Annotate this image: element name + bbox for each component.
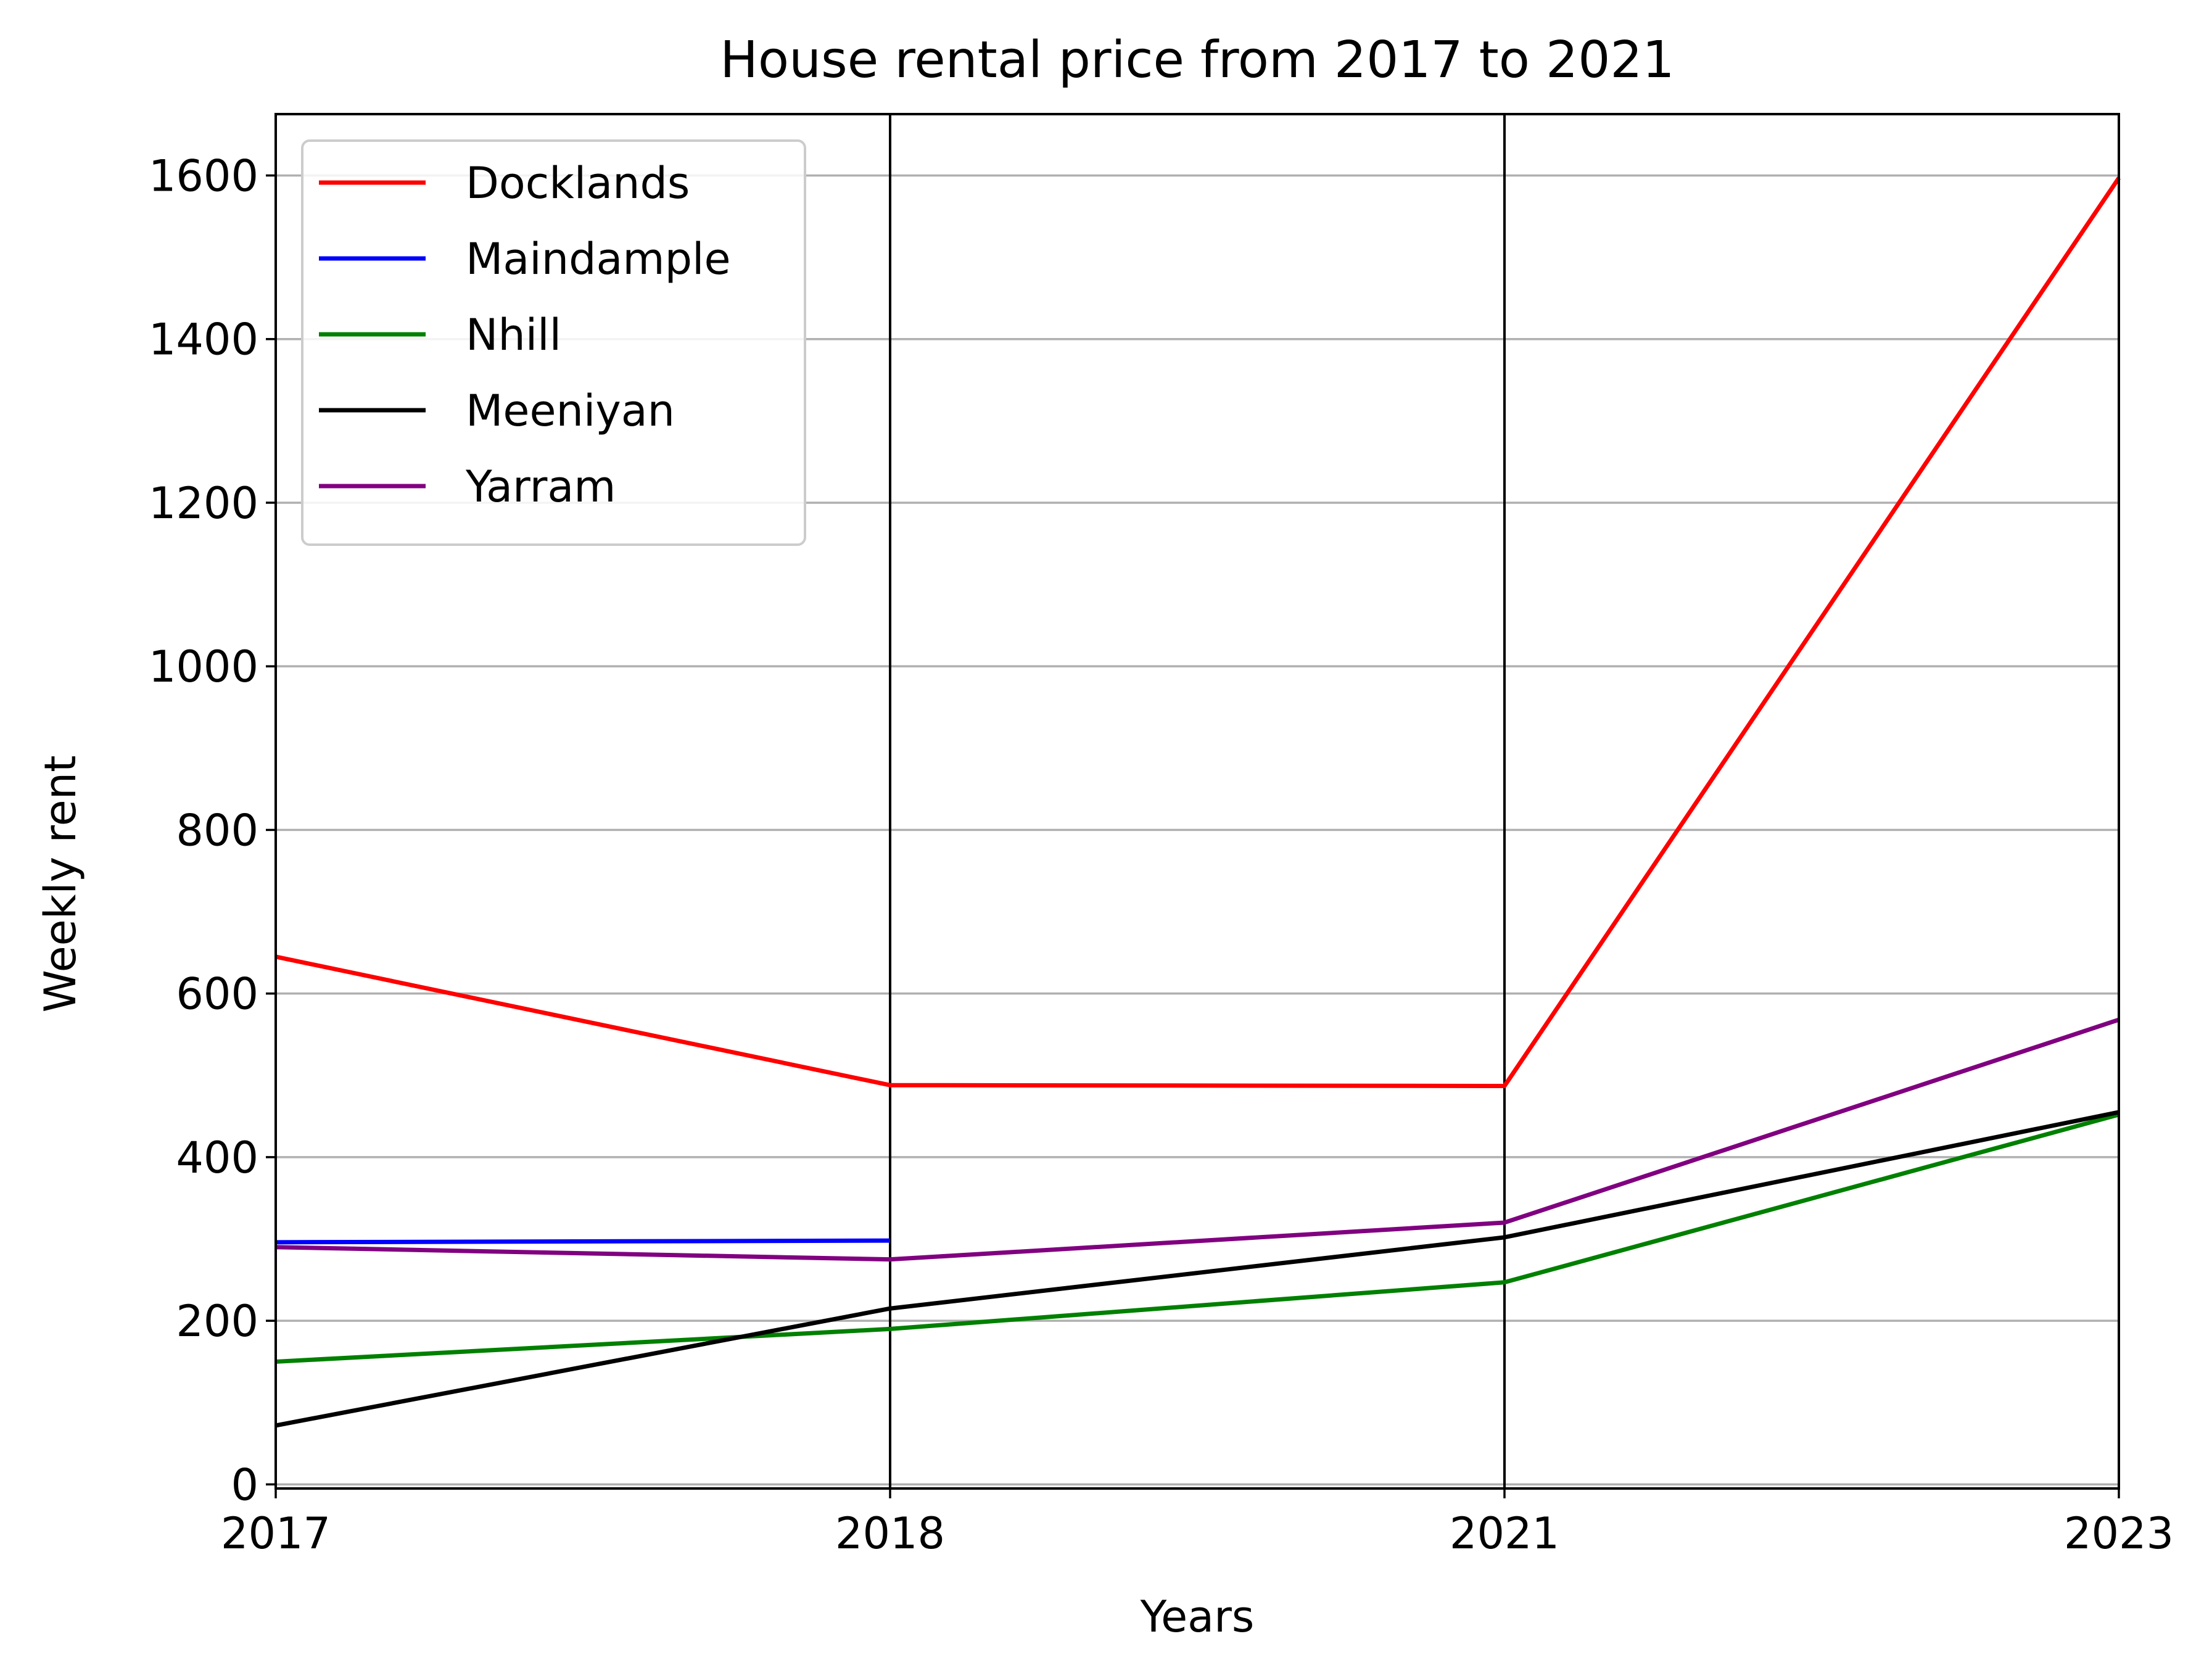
- legend-label: Docklands: [466, 158, 690, 208]
- x-tick-label: 2023: [2064, 1508, 2174, 1559]
- y-axis-label: Weekly rent: [35, 755, 86, 1012]
- y-tick-label: 0: [231, 1459, 258, 1510]
- chart-title: House rental price from 2017 to 2021: [720, 31, 1674, 89]
- y-tick-label: 400: [176, 1133, 258, 1183]
- y-tick-label: 800: [176, 805, 258, 856]
- series-line: [275, 1110, 2119, 1428]
- y-tick-label: 1000: [149, 642, 258, 692]
- y-tick-label: 1200: [149, 478, 258, 529]
- x-tick-label: 2021: [1450, 1508, 1559, 1559]
- plot-area: 0 200 400 600 800 1000 1200 1400 1600 2017 2018 202…: [149, 113, 2174, 1559]
- series-line: [275, 176, 2121, 1089]
- legend-label: Nhill: [466, 310, 561, 360]
- legend: Docklands Maindample Nhill Meeniyan Yarram: [301, 139, 806, 546]
- axes-frame: [274, 113, 2120, 1490]
- legend-label: Yarram: [465, 461, 616, 512]
- y-tick-label: 1600: [149, 151, 258, 201]
- series-line: [275, 1238, 891, 1245]
- legend-label: Maindample: [466, 234, 731, 284]
- series-line: [275, 1112, 2119, 1364]
- y-tick-label: 600: [176, 969, 258, 1020]
- y-tick-label: 1400: [149, 315, 258, 365]
- series-line: [275, 1017, 2120, 1262]
- legend-label: Meeniyan: [466, 386, 675, 436]
- x-tick-label: 2017: [221, 1508, 331, 1559]
- legend-box: [301, 139, 806, 546]
- x-tick-label: 2018: [835, 1508, 945, 1559]
- x-axis-label: Years: [1140, 1591, 1255, 1642]
- y-tick-label: 200: [176, 1296, 258, 1347]
